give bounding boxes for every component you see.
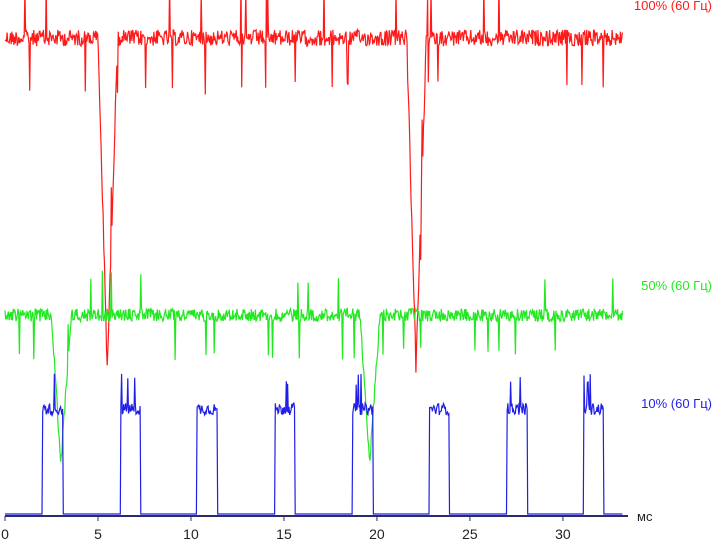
x-tick-label: 5 xyxy=(94,526,102,542)
series-line-mid xyxy=(4,270,623,462)
x-tick-label: 25 xyxy=(462,526,478,542)
x-axis-unit: мс xyxy=(637,509,653,524)
x-ticks: 0 5 10 15 20 25 30 xyxy=(1,516,571,542)
x-tick-label: 10 xyxy=(183,526,199,542)
x-tick-label: 30 xyxy=(555,526,571,542)
series-label-high: 100% (60 Гц) xyxy=(634,0,712,13)
series-labels: 100% (60 Гц) 50% (60 Гц) 10% (60 Гц) xyxy=(634,0,712,411)
x-tick-label: 20 xyxy=(369,526,385,542)
series-label-mid: 50% (60 Гц) xyxy=(641,278,712,293)
series-line-high xyxy=(4,0,623,373)
x-tick-label: 0 xyxy=(1,526,9,542)
series-label-low: 10% (60 Гц) xyxy=(641,396,712,411)
x-tick-label: 15 xyxy=(276,526,292,542)
series-line-low xyxy=(5,373,623,515)
traces xyxy=(4,0,623,515)
